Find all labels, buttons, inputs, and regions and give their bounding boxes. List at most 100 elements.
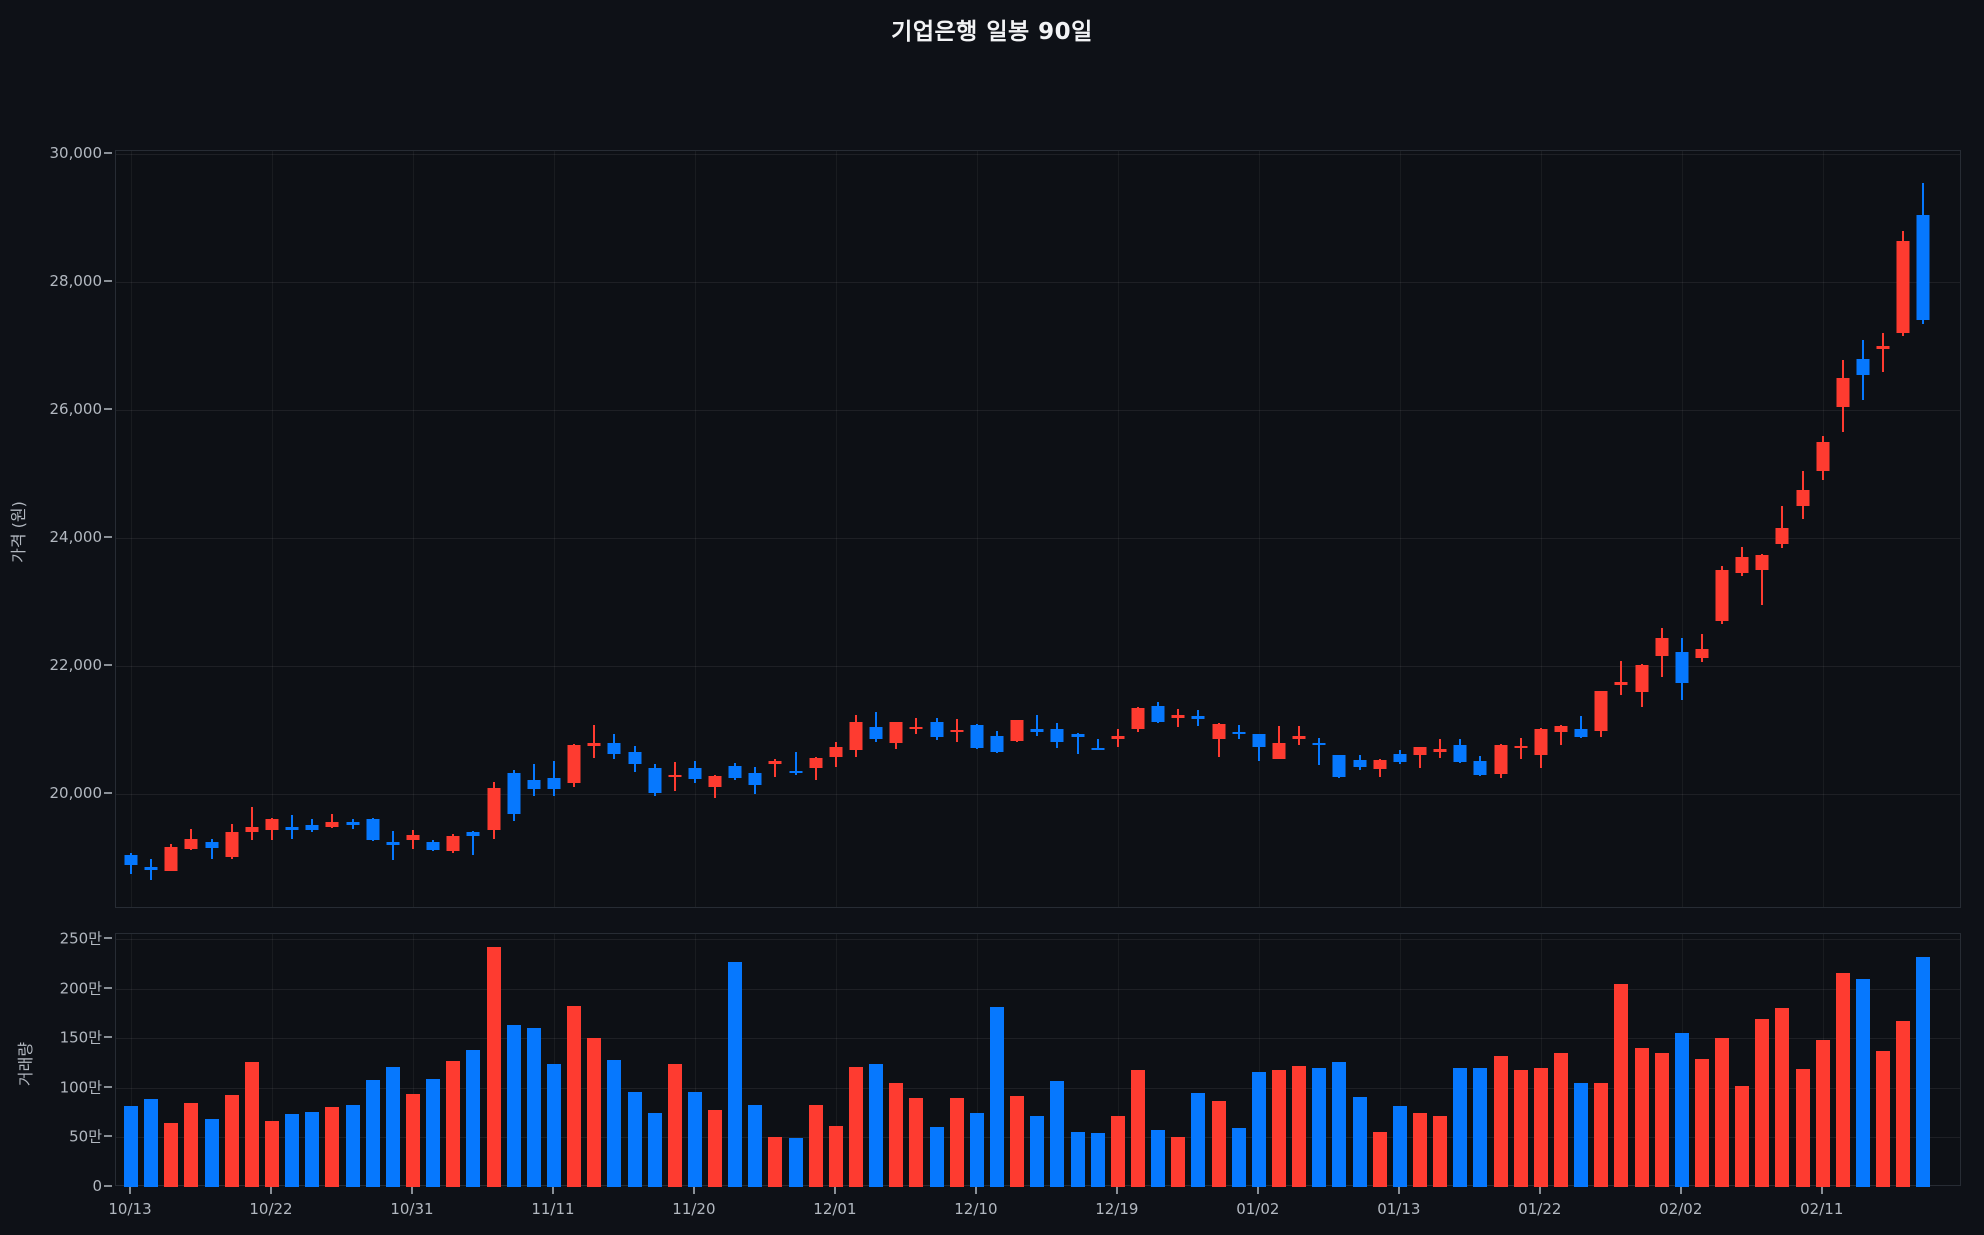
volume-bar[interactable] bbox=[506, 1025, 521, 1187]
candle[interactable] bbox=[1554, 726, 1568, 733]
candle[interactable] bbox=[1916, 214, 1930, 321]
candle[interactable] bbox=[325, 822, 339, 828]
candle[interactable] bbox=[1171, 715, 1185, 718]
volume-bar[interactable] bbox=[728, 961, 743, 1187]
volume-bar[interactable] bbox=[1030, 1115, 1045, 1187]
volume-bar[interactable] bbox=[1231, 1128, 1246, 1187]
volume-bar[interactable] bbox=[1674, 1033, 1689, 1187]
volume-bar[interactable] bbox=[1010, 1095, 1025, 1187]
volume-bar[interactable] bbox=[1433, 1115, 1448, 1187]
candle[interactable] bbox=[1896, 240, 1910, 334]
candle[interactable] bbox=[1635, 664, 1648, 693]
volume-bar[interactable] bbox=[990, 1007, 1005, 1187]
volume-bar[interactable] bbox=[708, 1109, 723, 1187]
volume-bar[interactable] bbox=[1694, 1059, 1709, 1187]
volume-bar[interactable] bbox=[546, 1063, 561, 1187]
volume-bar[interactable] bbox=[969, 1112, 984, 1187]
volume-bar[interactable] bbox=[1634, 1048, 1649, 1187]
candle[interactable] bbox=[346, 822, 360, 825]
volume-bar[interactable] bbox=[1292, 1065, 1307, 1187]
candle[interactable] bbox=[1312, 742, 1326, 746]
candle[interactable] bbox=[1876, 346, 1890, 350]
candle[interactable] bbox=[1574, 729, 1588, 737]
candle[interactable] bbox=[708, 775, 722, 787]
volume-bar[interactable] bbox=[1131, 1069, 1145, 1187]
candle[interactable] bbox=[1494, 744, 1508, 775]
volume-bar[interactable] bbox=[1654, 1053, 1669, 1187]
candle[interactable] bbox=[950, 729, 964, 733]
candle[interactable] bbox=[1332, 755, 1346, 778]
candle[interactable] bbox=[849, 722, 863, 751]
candle[interactable] bbox=[1030, 729, 1044, 732]
volume-bar[interactable] bbox=[869, 1063, 884, 1187]
candle[interactable] bbox=[688, 768, 702, 780]
candle[interactable] bbox=[809, 758, 823, 769]
candle[interactable] bbox=[909, 726, 923, 730]
candle[interactable] bbox=[1292, 736, 1306, 739]
candle[interactable] bbox=[124, 854, 138, 865]
candle[interactable] bbox=[990, 735, 1004, 753]
volume-bar[interactable] bbox=[224, 1094, 239, 1187]
volume-bar[interactable] bbox=[446, 1060, 461, 1187]
volume-bar[interactable] bbox=[567, 1006, 582, 1187]
volume-bar[interactable] bbox=[285, 1113, 300, 1187]
candle[interactable] bbox=[1433, 749, 1447, 752]
volume-bar[interactable] bbox=[1916, 956, 1931, 1187]
candle[interactable] bbox=[668, 774, 682, 778]
volume-bar[interactable] bbox=[466, 1050, 481, 1187]
volume-bar[interactable] bbox=[264, 1120, 279, 1187]
candle[interactable] bbox=[1534, 728, 1548, 755]
candle[interactable] bbox=[225, 832, 239, 858]
volume-bar[interactable] bbox=[1110, 1115, 1125, 1187]
candle[interactable] bbox=[1071, 734, 1085, 737]
volume-bar[interactable] bbox=[687, 1091, 702, 1187]
candle[interactable] bbox=[285, 827, 299, 830]
volume-bar[interactable] bbox=[124, 1105, 138, 1187]
price-chart-area[interactable] bbox=[115, 150, 1961, 908]
candle[interactable] bbox=[1373, 759, 1387, 769]
volume-bar[interactable] bbox=[1493, 1056, 1508, 1187]
candle[interactable] bbox=[1655, 638, 1669, 656]
candle[interactable] bbox=[930, 722, 944, 737]
candle[interactable] bbox=[1775, 528, 1789, 545]
candle[interactable] bbox=[1715, 569, 1729, 622]
candle[interactable] bbox=[164, 846, 178, 871]
volume-bar[interactable] bbox=[607, 1060, 622, 1187]
candle[interactable] bbox=[1393, 753, 1407, 762]
candle[interactable] bbox=[829, 747, 843, 757]
volume-bar[interactable] bbox=[1171, 1137, 1186, 1187]
candle[interactable] bbox=[386, 842, 400, 846]
volume-bar[interactable] bbox=[788, 1138, 803, 1187]
candle[interactable] bbox=[970, 724, 984, 748]
candle[interactable] bbox=[628, 751, 641, 764]
candle[interactable] bbox=[1473, 761, 1487, 775]
volume-bar[interactable] bbox=[1594, 1082, 1609, 1187]
candle[interactable] bbox=[305, 824, 319, 830]
candle[interactable] bbox=[789, 770, 803, 774]
candle[interactable] bbox=[869, 727, 883, 740]
volume-bar[interactable] bbox=[1553, 1053, 1568, 1187]
candle[interactable] bbox=[487, 788, 501, 830]
candle[interactable] bbox=[1675, 652, 1689, 683]
volume-bar[interactable] bbox=[385, 1066, 400, 1187]
candle[interactable] bbox=[1755, 555, 1769, 570]
volume-bar[interactable] bbox=[244, 1061, 259, 1187]
volume-bar[interactable] bbox=[1312, 1067, 1327, 1187]
candle[interactable] bbox=[1856, 358, 1870, 375]
candle[interactable] bbox=[1091, 747, 1105, 751]
candle[interactable] bbox=[1735, 557, 1749, 574]
volume-bar[interactable] bbox=[949, 1097, 964, 1187]
volume-bar[interactable] bbox=[1372, 1132, 1387, 1187]
candle[interactable] bbox=[1413, 747, 1427, 755]
candle[interactable] bbox=[245, 827, 259, 832]
volume-bar[interactable] bbox=[184, 1102, 199, 1187]
volume-bar[interactable] bbox=[1412, 1112, 1427, 1187]
volume-bar[interactable] bbox=[426, 1078, 441, 1187]
volume-bar[interactable] bbox=[587, 1038, 602, 1187]
candle[interactable] bbox=[144, 866, 158, 870]
candle[interactable] bbox=[728, 766, 742, 778]
candle[interactable] bbox=[446, 836, 460, 851]
volume-bar[interactable] bbox=[1271, 1069, 1286, 1187]
volume-bar[interactable] bbox=[1211, 1100, 1226, 1187]
volume-bar[interactable] bbox=[405, 1093, 420, 1187]
